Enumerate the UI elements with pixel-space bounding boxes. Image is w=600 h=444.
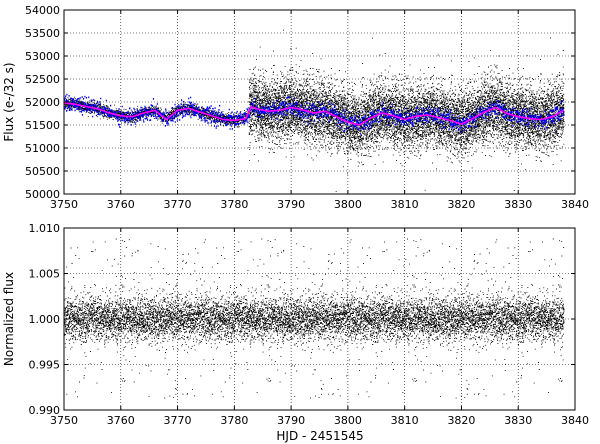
flux-y-axis-label: Flux (e-/32 s) <box>2 62 16 141</box>
y-tick-label: 52500 <box>25 73 60 86</box>
x-tick-label: 3780 <box>220 414 248 427</box>
x-tick-label: 3780 <box>220 198 248 211</box>
x-tick-label: 3770 <box>164 198 192 211</box>
normalized-x-axis-label: HJD - 2451545 <box>276 429 363 443</box>
x-tick-label: 3810 <box>391 198 419 211</box>
flux-x-ticks: 3750 3760 3770 3780 3790 3800 3810 3820 3830 3840 <box>50 10 589 211</box>
normalized-x-ticks: 3750 3760 3770 3780 3790 3800 3810 3820 3830 3840 <box>50 228 589 427</box>
x-tick-label: 3760 <box>107 414 135 427</box>
x-tick-label: 3830 <box>504 414 532 427</box>
x-tick-label: 3810 <box>391 414 419 427</box>
y-tick-label: 53500 <box>25 27 60 40</box>
x-tick-label: 3840 <box>561 198 589 211</box>
y-tick-label: 53000 <box>25 50 60 63</box>
x-tick-label: 3800 <box>334 198 362 211</box>
y-tick-label: 1.010 <box>29 222 61 235</box>
y-tick-label: 1.005 <box>29 268 61 281</box>
normalized-flux-panel: 3750 3760 3770 3780 3790 3800 3810 3820 3830 3840… <box>2 222 589 443</box>
y-tick-label: 54000 <box>25 4 60 17</box>
x-tick-label: 3760 <box>107 198 135 211</box>
x-tick-label: 3770 <box>164 414 192 427</box>
x-tick-label: 3750 <box>50 198 78 211</box>
flux-panel: 3750 3760 3770 3780 3790 3800 3810 3820 3830 3840… <box>2 4 589 211</box>
y-tick-label: 50500 <box>25 165 60 178</box>
x-tick-label: 3750 <box>50 414 78 427</box>
x-tick-label: 3840 <box>561 414 589 427</box>
y-tick-label: 50000 <box>25 188 60 201</box>
normalized-y-ticks: 0.990 0.995 1.000 1.005 1.010 <box>29 222 575 417</box>
flux-y-ticks: 50000 50500 51000 51500 52000 52500 53000 53500… <box>25 4 575 201</box>
y-tick-label: 51000 <box>25 142 60 155</box>
normalized-y-axis-label: Normalized flux <box>2 272 16 366</box>
x-tick-label: 3820 <box>447 414 475 427</box>
x-tick-label: 3820 <box>447 198 475 211</box>
flux-binned-points <box>64 93 565 136</box>
x-tick-label: 3830 <box>504 198 532 211</box>
y-tick-label: 0.995 <box>29 359 61 372</box>
x-tick-label: 3800 <box>334 414 362 427</box>
y-tick-label: 52000 <box>25 96 60 109</box>
y-tick-label: 1.000 <box>29 313 61 326</box>
flux-binned-scatter <box>64 93 565 136</box>
flux-smooth-trend <box>63 102 564 126</box>
y-tick-label: 0.990 <box>29 404 61 417</box>
x-tick-label: 3790 <box>277 414 305 427</box>
y-tick-label: 51500 <box>25 119 60 132</box>
x-tick-label: 3790 <box>277 198 305 211</box>
